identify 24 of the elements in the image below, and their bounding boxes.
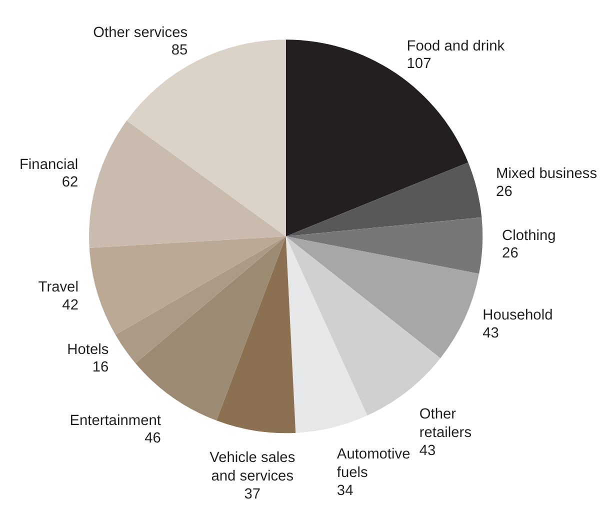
slice-label: Clothing [502,228,556,244]
data-label: 46 [144,430,161,447]
data-label: 26 [502,246,518,262]
slice-label: Other services [93,25,188,42]
slice-label: Mixed business [496,166,598,182]
data-label: 16 [92,360,109,376]
slice-label: Travel [38,280,78,296]
slice-label: Vehicle sales and services [210,450,296,485]
slice-label: Hotels [67,342,109,358]
slice-label: Automotive fuels [336,446,410,482]
data-label: 62 [62,174,78,191]
slice-label: Financial [19,156,78,173]
slice-label: Entertainment [70,412,161,429]
slice-label: Household [482,308,553,324]
data-label: 85 [171,42,188,59]
data-label: 34 [336,482,354,499]
data-label: 43 [419,442,436,459]
data-label: 37 [244,486,261,502]
data-label: 42 [62,297,78,314]
slice-label: Other retailers [419,406,472,442]
data-label: 107 [406,56,432,72]
data-label: 43 [482,325,499,342]
slice-label: Food and drink [406,38,506,54]
data-label: 26 [496,184,512,200]
